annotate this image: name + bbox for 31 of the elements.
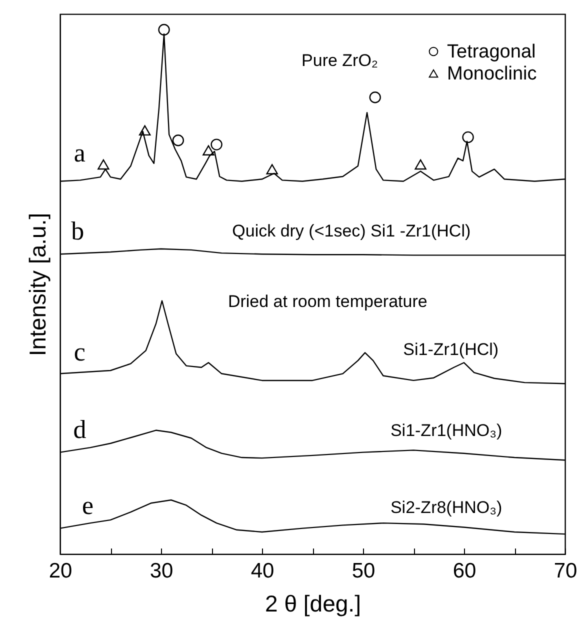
- point: [266, 164, 278, 174]
- x-tick-label: 70: [554, 560, 578, 582]
- point: [158, 24, 170, 36]
- annotation: c: [74, 338, 86, 367]
- annotation: Pure ZrO₂: [302, 50, 378, 70]
- annotation: Si2-Zr8(HNO₃): [390, 498, 502, 518]
- x-tick-label: 20: [48, 560, 72, 582]
- x-tick-label: 30: [150, 560, 174, 582]
- point: [172, 134, 184, 146]
- point: [210, 138, 222, 150]
- point: [98, 159, 110, 170]
- x-tick-label: 60: [452, 560, 476, 582]
- x-axis-title: 2 θ [deg.]: [265, 590, 361, 616]
- x-tick-label: 50: [352, 560, 376, 582]
- annotation: a: [74, 138, 86, 168]
- y-axis-title: Intensity [a.u.]: [24, 212, 50, 356]
- annotation: Dried at room temperature: [228, 292, 428, 311]
- annotation: Quick dry (<1sec) Si1 -Zr1(HCl): [232, 222, 471, 241]
- annotation: Si1-Zr1(HNO₃): [390, 420, 502, 440]
- annotation: d: [73, 414, 86, 444]
- annotation: Si1-Zr1(HCl): [403, 340, 499, 359]
- point: [138, 125, 151, 136]
- point: [462, 131, 474, 144]
- point: [414, 159, 426, 170]
- x-tick-label: 40: [250, 560, 274, 582]
- point: [369, 92, 381, 104]
- annotation: e: [82, 490, 94, 520]
- annotation: b: [71, 216, 84, 246]
- legend-label: Tetragonal: [447, 42, 536, 62]
- point: [202, 145, 214, 156]
- legend-label: Monoclinic: [447, 64, 537, 84]
